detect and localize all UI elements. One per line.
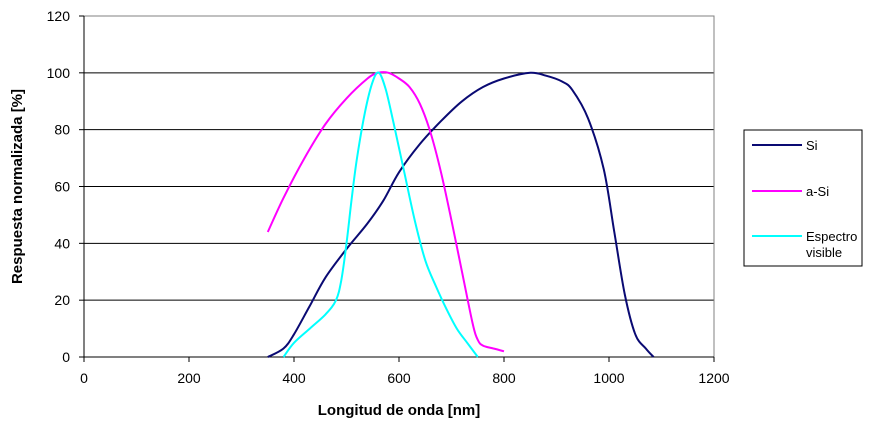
legend-box [743,129,863,267]
grid-lines [84,15,714,301]
legend-label-si: Si [806,138,818,153]
y-tick-label: 80 [54,122,70,138]
series-line-a-si [266,71,505,353]
y-tick-label: 0 [62,349,70,365]
x-tick-label: 1200 [698,370,729,386]
y-tick-label: 20 [54,292,70,308]
x-tick-label: 0 [80,370,88,386]
x-axis: 0 200 400 600 800 1000 1200 [80,356,730,386]
series-line-espectro-visible [282,71,479,358]
y-tick-label: 40 [54,235,70,251]
legend: Si a-Si Espectro visible [743,129,863,267]
y-axis: 0 20 40 60 80 100 120 [47,8,85,365]
legend-label-espectro-visible: Espectro visible [806,229,857,260]
series-line-si [267,71,655,358]
series-lines [266,71,655,358]
y-tick-label: 100 [47,65,71,81]
y-axis-title: Respuesta normalizada [%] [9,89,26,284]
x-tick-label: 400 [282,370,306,386]
y-tick-label: 120 [47,8,71,24]
x-axis-title: Longitud de onda [nm] [318,402,480,419]
x-tick-label: 800 [492,370,516,386]
y-tick-label: 60 [54,179,70,195]
x-tick-label: 600 [387,370,411,386]
x-tick-label: 1000 [593,370,624,386]
legend-label-a-si: a-Si [806,184,829,199]
x-tick-label: 200 [177,370,201,386]
